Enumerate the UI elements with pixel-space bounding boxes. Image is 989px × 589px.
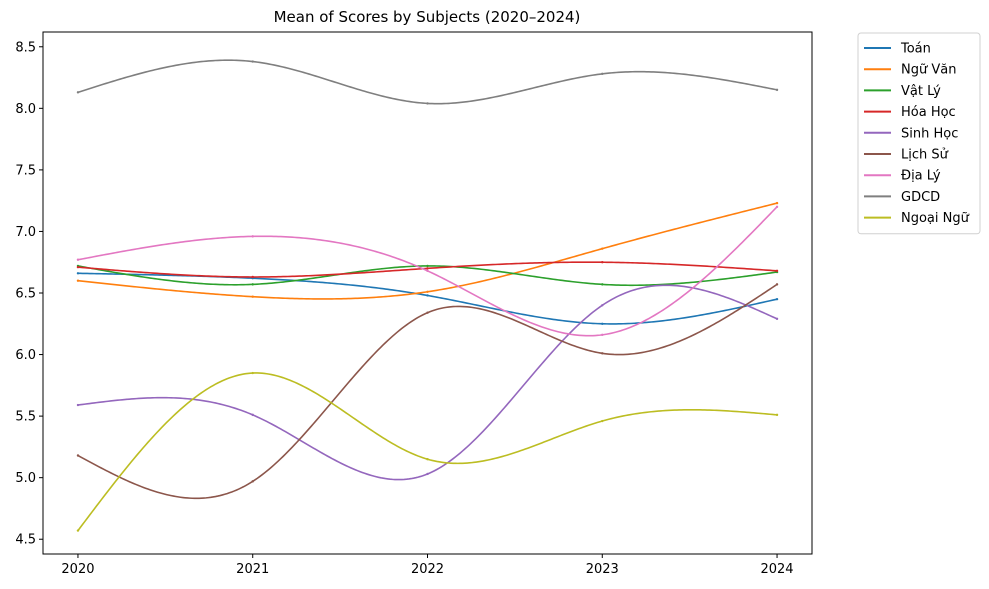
x-tick-label: 2023: [586, 562, 619, 577]
data-point-8-1: [251, 371, 254, 375]
data-point-5-1: [251, 480, 254, 483]
data-point-2-1: [251, 283, 254, 286]
data-point-4-2: [426, 472, 429, 476]
data-point-5-0: [76, 454, 80, 457]
data-point-7-3: [601, 72, 604, 76]
x-tick-label: 2024: [760, 562, 793, 577]
data-point-0-0: [76, 272, 80, 275]
legend-label: Ngữ Văn: [901, 63, 956, 78]
x-tick-label: 2022: [411, 562, 444, 577]
data-point-7-4: [775, 88, 779, 92]
y-tick-label: 6.5: [15, 287, 36, 302]
data-point-7-0: [76, 91, 80, 94]
legend-item: Địa Lý: [864, 169, 941, 184]
data-point-6-0: [76, 258, 80, 261]
data-point-8-2: [426, 458, 429, 461]
data-point-6-3: [601, 333, 604, 337]
plot-area: [43, 32, 812, 554]
legend: Toán Ngữ Văn Vật Lý Hóa Học Sinh Học Lịch Sử Đ…: [857, 32, 981, 235]
legend-item: Sinh Học: [864, 126, 958, 141]
data-point-5-4: [775, 283, 779, 286]
data-point-8-0: [76, 529, 80, 532]
data-point-4-0: [76, 403, 80, 407]
legend-item: Ngoại Ngữ: [864, 211, 970, 226]
legend-item: Ngữ Văn: [864, 63, 956, 78]
legend-label: Vật Lý: [901, 84, 941, 99]
data-point-1-1: [251, 295, 254, 298]
legend-label: Sinh Học: [901, 126, 958, 141]
legend-item: GDCD: [864, 190, 940, 205]
legend-item: Vật Lý: [864, 84, 941, 99]
data-point-8-4: [775, 413, 779, 417]
data-point-5-2: [426, 311, 429, 314]
chart-title: Mean of Scores by Subjects (2020–2024): [274, 8, 581, 26]
axes: 2020 2021 2022 2023 2024 4.5 5.0 5.5 6.0 6.5 7.0 7.…: [15, 31, 813, 577]
data-point-4-3: [601, 304, 604, 307]
y-tick-label: 7.0: [15, 225, 36, 240]
y-tick-label: 6.0: [15, 348, 36, 363]
y-tick-label: 5.5: [15, 410, 36, 425]
data-point-3-4: [775, 269, 779, 273]
legend-label: Địa Lý: [901, 169, 941, 184]
data-point-0-2: [426, 294, 429, 297]
legend-label: Toán: [900, 42, 931, 57]
legend-label: Ngoại Ngữ: [901, 211, 970, 226]
data-point-7-2: [426, 102, 429, 105]
data-point-0-4: [775, 297, 779, 301]
data-point-6-4: [775, 205, 779, 209]
legend-box: [857, 32, 981, 235]
data-point-4-1: [251, 413, 254, 417]
data-point-6-2: [426, 269, 429, 273]
legend-label: Lịch Sử: [901, 148, 949, 163]
x-tick-label: 2021: [236, 562, 269, 577]
y-tick-label: 7.5: [15, 163, 36, 178]
data-point-3-3: [601, 261, 604, 264]
data-point-3-1: [251, 275, 254, 279]
data-point-5-3: [601, 352, 604, 355]
data-point-6-1: [251, 235, 254, 238]
series-layer: [76, 59, 779, 532]
data-point-3-0: [76, 265, 80, 269]
legend-label: Hóa Học: [901, 105, 956, 120]
plot-background: [43, 32, 812, 554]
data-point-2-2: [426, 264, 429, 268]
x-tick-label: 2020: [61, 562, 94, 577]
y-tick-label: 4.5: [15, 533, 36, 548]
data-point-4-4: [775, 317, 779, 321]
y-tick-label: 8.5: [15, 40, 36, 55]
data-point-7-1: [251, 60, 254, 63]
data-point-1-4: [775, 201, 779, 205]
legend-item: Toán: [864, 42, 931, 57]
y-tick-label: 5.0: [15, 471, 36, 486]
legend-item: Hóa Học: [864, 105, 956, 120]
data-point-1-3: [601, 247, 604, 250]
data-point-3-2: [426, 267, 429, 270]
y-tick-label: 8.0: [15, 102, 36, 117]
legend-item: Lịch Sử: [864, 148, 949, 163]
data-point-2-3: [601, 283, 604, 286]
legend-label: GDCD: [901, 190, 940, 205]
data-point-8-3: [601, 419, 604, 423]
data-point-1-0: [76, 279, 80, 282]
data-point-0-3: [601, 322, 604, 325]
data-point-1-2: [426, 290, 429, 293]
